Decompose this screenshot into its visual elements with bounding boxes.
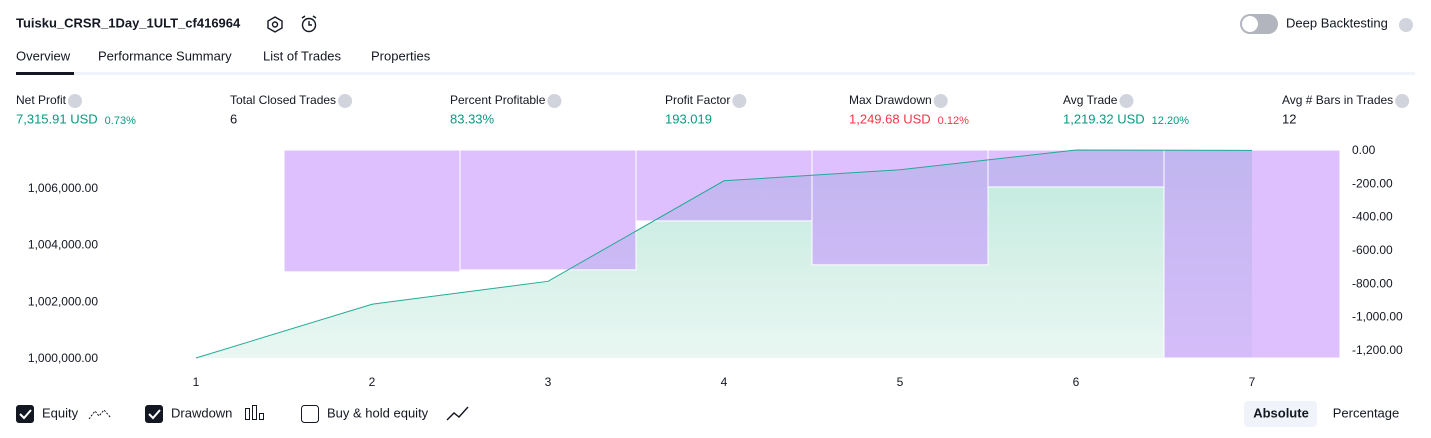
drawdown-bar (107, 149, 285, 152)
strategy-title: Tuisku_CRSR_1Day_1ULT_cf416964 (16, 15, 241, 30)
x-tick-label: 5 (897, 375, 904, 389)
metric-label: Profit Factor (665, 93, 730, 107)
info-icon (547, 94, 562, 108)
metric-value: 1,249.68 USD (849, 111, 931, 126)
metric-label: Net Profit (16, 93, 67, 107)
info-icon (732, 94, 747, 108)
x-tick-label: 4 (721, 375, 728, 389)
info-icon (1119, 94, 1134, 108)
alert-icon[interactable] (301, 15, 317, 33)
y2-tick-label: 0.00 (1352, 143, 1376, 157)
absolute-button[interactable]: Absolute (1253, 405, 1309, 420)
buy-hold-label: Buy & hold equity (327, 405, 429, 420)
drawdown-bar (1163, 149, 1341, 359)
buy-hold-checkbox[interactable] (301, 405, 319, 423)
metric-value: 1,219.32 USD (1063, 111, 1145, 126)
tab[interactable]: List of Trades (263, 48, 342, 63)
deep-backtesting-label: Deep Backtesting (1286, 15, 1388, 30)
metric-value: 193.019 (665, 111, 712, 126)
x-tick-label: 7 (1249, 375, 1256, 389)
x-tick-label: 6 (1073, 375, 1080, 389)
metric-label: Avg Trade (1063, 93, 1118, 107)
metric-value: 6 (230, 111, 237, 126)
drawdown-checkbox[interactable] (145, 405, 163, 423)
metric-label: Total Closed Trades (230, 93, 336, 107)
y-tick-label: 1,006,000.00 (28, 181, 98, 195)
info-icon (1395, 94, 1410, 108)
drawdown-bar (459, 149, 637, 271)
metric-label: Max Drawdown (849, 93, 932, 107)
drawdown-bar (811, 149, 989, 266)
y2-tick-label: -600.00 (1352, 243, 1393, 257)
y-tick-label: 1,000,000.00 (28, 351, 98, 365)
equity-toggle-label: Equity (42, 405, 79, 420)
tabs-divider (16, 72, 1415, 75)
drawdown-bar (283, 149, 461, 273)
metric-percent: 0.12% (938, 115, 969, 127)
drawdown-icon (245, 405, 264, 420)
info-icon (68, 94, 83, 108)
metric-label: Avg # Bars in Trades (1282, 93, 1393, 107)
buy-hold-icon (446, 406, 469, 421)
y2-tick-label: -400.00 (1352, 210, 1393, 224)
metric-label: Percent Profitable (450, 93, 546, 107)
y-tick-label: 1,004,000.00 (28, 238, 98, 252)
metric-percent: 12.20% (1152, 115, 1190, 127)
drawdown-bar (987, 149, 1165, 188)
metric-percent: 0.73% (105, 115, 136, 127)
equity-icon (88, 409, 112, 420)
tab[interactable]: Properties (371, 48, 431, 63)
metric-value: 7,315.91 USD (16, 111, 98, 126)
percentage-button[interactable]: Percentage (1333, 405, 1400, 420)
active-tab-underline (16, 72, 74, 75)
check (148, 409, 161, 420)
equity-checkbox[interactable] (16, 405, 34, 423)
metric-value: 83.33% (450, 111, 495, 126)
x-tick-label: 2 (369, 375, 376, 389)
info-icon (933, 94, 948, 108)
toggle-knob (1242, 16, 1258, 32)
info-icon (338, 94, 353, 108)
absolute-button-bg[interactable] (1244, 401, 1317, 427)
y2-tick-label: -200.00 (1352, 176, 1393, 190)
drawdown-toggle-label: Drawdown (171, 405, 232, 420)
check (19, 409, 32, 420)
y2-tick-label: -1,200.00 (1352, 343, 1403, 357)
settings-icon[interactable] (267, 16, 283, 33)
x-tick-label: 3 (545, 375, 552, 389)
x-tick-label: 1 (193, 375, 200, 389)
equity-line (195, 149, 1253, 359)
help-icon[interactable] (1399, 18, 1413, 32)
tab[interactable]: Overview (16, 48, 71, 63)
y2-tick-label: -1,000.00 (1352, 310, 1403, 324)
tab[interactable]: Performance Summary (98, 48, 232, 63)
y2-tick-label: -800.00 (1352, 276, 1393, 290)
drawdown-bar (635, 149, 813, 222)
y-tick-label: 1,002,000.00 (28, 294, 98, 308)
metric-value: 12 (1282, 111, 1296, 126)
